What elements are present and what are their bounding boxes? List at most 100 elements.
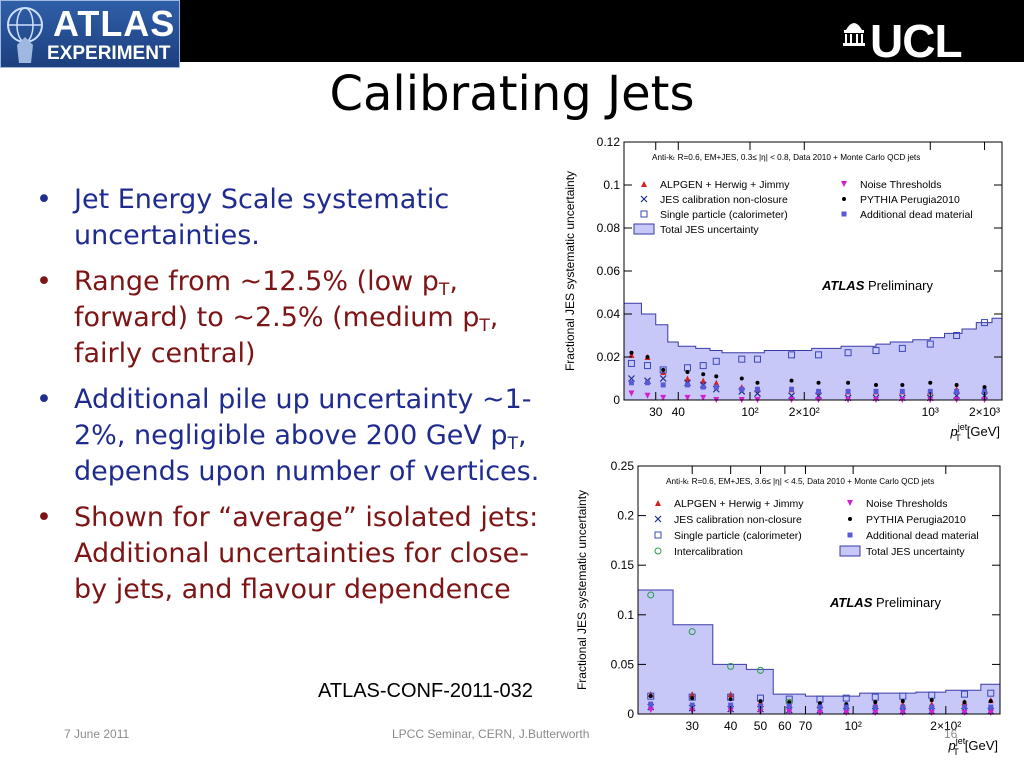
atlas-figure-icon (7, 7, 43, 63)
data-point (929, 698, 934, 703)
legend-marker (654, 531, 662, 539)
data-point (644, 380, 650, 386)
x-tick-label: 40 (724, 719, 738, 733)
legend-band-swatch (839, 545, 861, 557)
data-point (648, 694, 653, 699)
x-label-superscript: jet (957, 422, 968, 432)
data-point (647, 591, 655, 599)
x-tick-label: 2×10³ (969, 405, 1000, 419)
data-point (873, 700, 878, 705)
data-point (788, 351, 796, 359)
data-point (899, 388, 905, 394)
data-point (738, 355, 746, 363)
x-axis-label: pjet T [GeV] (948, 736, 999, 757)
legend-label: Additional dead material (866, 530, 979, 542)
legend-marker (841, 211, 847, 217)
data-point (787, 700, 792, 705)
data-point (659, 366, 667, 374)
legend-label: JES calibration non-closure (660, 194, 788, 206)
x-tick-label: 70 (799, 719, 813, 733)
data-point (928, 710, 935, 717)
x-label-superscript: jet (955, 736, 966, 746)
preliminary-label: Preliminary (876, 595, 942, 610)
data-point (987, 689, 995, 697)
data-point (961, 704, 967, 710)
legend-marker (847, 500, 853, 506)
y-tick-label: 0.05 (611, 657, 635, 671)
subscript-text: T (438, 280, 450, 300)
legend-label: JES calibration non-closure (674, 514, 802, 526)
data-point (817, 704, 823, 710)
legend-label: ALPGEN + Herwig + Jimmy (660, 179, 790, 191)
data-point (872, 710, 879, 717)
data-point (982, 385, 987, 390)
data-point (842, 694, 850, 702)
data-point (628, 351, 635, 358)
legend-band-swatch (633, 223, 655, 235)
bullet-item: Shown for “average” isolated jets: Addit… (36, 500, 541, 608)
data-point (845, 388, 851, 394)
series-additional-dead-material (648, 701, 994, 710)
data-point (846, 380, 851, 385)
x-tick-label: 50 (754, 719, 768, 733)
ucl-logo-text: UCL (870, 15, 963, 67)
data-point (873, 388, 879, 394)
x-label-subscript: T (955, 433, 961, 443)
data-point (647, 707, 654, 714)
data-point (754, 386, 760, 392)
atlas-label: ATLAS (829, 595, 876, 610)
data-point (684, 382, 690, 388)
data-point (900, 382, 905, 387)
y-tick-label: 0.1 (603, 178, 620, 192)
legend-marker (655, 500, 661, 506)
data-point (700, 394, 707, 401)
y-tick-label: 0 (613, 393, 620, 407)
data-point (728, 702, 734, 708)
data-point (659, 375, 667, 382)
y-tick-label: 0.15 (611, 558, 635, 572)
reference-label: ATLAS-CONF-2011-032 (318, 680, 533, 702)
x-tick-label: 30 (686, 719, 700, 733)
series-pythia-perugia2010 (648, 694, 993, 707)
data-point (645, 355, 650, 359)
x-tick-label: 2×10² (930, 719, 961, 733)
legend-label: Additional dead material (860, 209, 973, 221)
y-tick-label: 0.12 (597, 135, 621, 149)
data-point (660, 394, 667, 401)
legend-label: ALPGEN + Herwig + Jimmy (674, 498, 804, 510)
data-point (713, 379, 720, 386)
data-point (954, 382, 959, 387)
chart-central-eta: 0 0.02 0.04 0.06 0.08 0.1 0.12 30 40 10² 2×10² 10³ 2… (563, 135, 1003, 443)
x-label-subscript: T (953, 747, 959, 757)
legend-marker (847, 532, 853, 538)
y-tick-label: 0.08 (597, 221, 621, 235)
atlas-experiment-logo: ATLAS EXPERIMENT (0, 0, 180, 68)
legend-label: Single particle (calorimeter) (660, 209, 788, 221)
bullet-text: Jet Energy Scale systematic uncertaintie… (74, 184, 450, 251)
data-point (660, 369, 667, 376)
data-point (627, 359, 635, 367)
y-tick-label: 0.04 (597, 307, 621, 321)
data-point (628, 380, 634, 386)
data-point (643, 362, 651, 370)
plot-frame (637, 465, 1001, 715)
x-tick-label: 60 (778, 719, 792, 733)
series-single-particle-calorimeter (627, 319, 989, 374)
data-point (789, 386, 795, 392)
data-point (927, 388, 933, 394)
legend-label: PYTHIA Perugia2010 (860, 194, 960, 206)
bullet-text: , fairly central) (74, 302, 499, 369)
data-point (690, 696, 695, 701)
preliminary-label: Preliminary (868, 278, 934, 293)
data-point (661, 367, 666, 372)
data-point (988, 704, 994, 710)
x-tick-label: 40 (672, 405, 686, 419)
y-tick-label: 0 (627, 707, 634, 721)
footer-page-number: 16 (944, 727, 958, 741)
legend-label: PYTHIA Perugia2010 (866, 514, 966, 526)
total-jes-band (637, 589, 1001, 715)
x-tick-label: 2×10² (789, 405, 820, 419)
data-point (843, 710, 850, 717)
data-point (713, 384, 719, 390)
subscript-text: T (479, 316, 490, 336)
